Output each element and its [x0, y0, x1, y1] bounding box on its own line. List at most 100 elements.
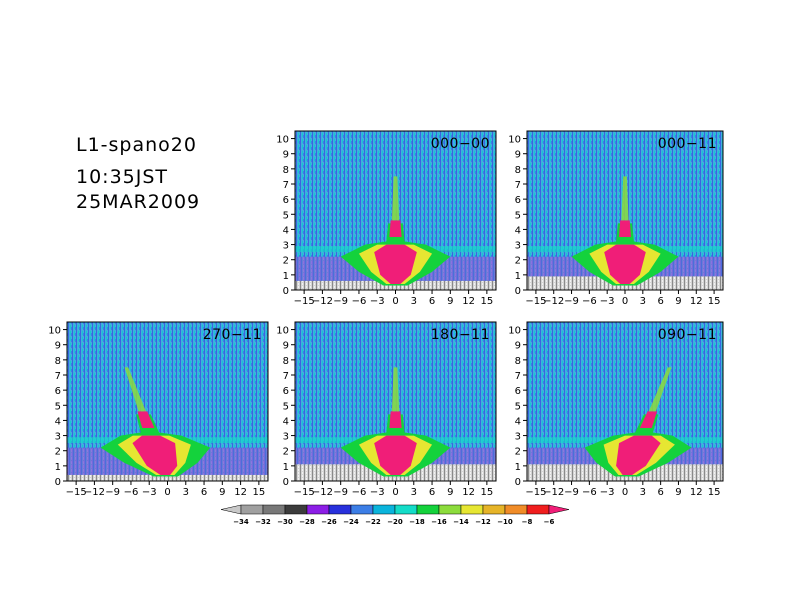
- y-tick-label: 6: [515, 386, 521, 397]
- plume-top: [391, 367, 400, 412]
- x-tick-label: −9: [105, 487, 120, 498]
- x-tick-label: 12: [462, 487, 475, 498]
- x-tick-label: 9: [675, 296, 681, 307]
- x-tick-label: 12: [690, 487, 703, 498]
- x-tick-label: −3: [370, 296, 385, 307]
- y-tick-label: 4: [283, 416, 289, 427]
- x-tick-label: −15: [525, 296, 546, 307]
- y-tick-label: 2: [55, 447, 61, 458]
- y-tick-label: 0: [55, 477, 61, 488]
- y-tick-label: 4: [515, 225, 521, 236]
- y-tick-label: 6: [283, 386, 289, 397]
- y-tick-label: 2: [283, 256, 289, 267]
- y-tick-label: 8: [283, 356, 289, 367]
- x-tick-label: 9: [675, 487, 681, 498]
- y-tick-label: 3: [283, 432, 289, 443]
- y-tick-label: 10: [276, 135, 289, 146]
- x-tick-label: −12: [543, 296, 564, 307]
- x-tick-label: −3: [142, 487, 157, 498]
- plume-core: [604, 244, 646, 284]
- y-tick-label: 6: [55, 386, 61, 397]
- y-tick-label: 0: [515, 477, 521, 488]
- x-tick-label: −6: [352, 487, 367, 498]
- x-tick-label: 0: [622, 296, 628, 307]
- colorbar-tick-label: −8: [522, 518, 533, 526]
- x-tick-label: 12: [234, 487, 247, 498]
- x-tick-label: 9: [447, 487, 453, 498]
- colorbar-tick-label: −26: [321, 518, 337, 526]
- y-tick-label: 10: [276, 326, 289, 337]
- y-tick-label: 8: [283, 165, 289, 176]
- y-tick-label: 9: [515, 150, 521, 161]
- x-tick-label: 12: [462, 296, 475, 307]
- x-tick-label: 0: [392, 296, 398, 307]
- y-tick-label: 10: [508, 135, 521, 146]
- y-tick-label: 7: [55, 371, 61, 382]
- x-tick-label: −9: [333, 296, 348, 307]
- plume-neck: [619, 220, 631, 237]
- x-tick-label: 6: [201, 487, 207, 498]
- colorbar-tick-label: −20: [387, 518, 403, 526]
- y-tick-label: 7: [283, 180, 289, 191]
- y-tick-label: 3: [283, 241, 289, 252]
- colorbar-swatch: [328, 504, 352, 515]
- colorbar-tick-label: −6: [544, 518, 555, 526]
- x-tick-label: 3: [640, 487, 646, 498]
- plume-neck: [389, 411, 402, 428]
- x-tick-label: 9: [219, 487, 225, 498]
- x-tick-label: −6: [582, 296, 597, 307]
- y-tick-label: 2: [515, 447, 521, 458]
- x-tick-label: −15: [294, 296, 315, 307]
- plume-core: [132, 435, 178, 475]
- colorbar-tick-label: −12: [475, 518, 491, 526]
- plume-core: [616, 435, 661, 475]
- x-tick-label: −12: [543, 487, 564, 498]
- x-tick-label: 0: [164, 487, 170, 498]
- colorbar-tick-label: −24: [343, 518, 359, 526]
- x-tick-label: −12: [312, 487, 333, 498]
- colorbar-tick-label: −16: [431, 518, 447, 526]
- colorbar-swatch: [482, 504, 506, 515]
- x-tick-label: −9: [333, 487, 348, 498]
- y-tick-label: 5: [283, 401, 289, 412]
- x-tick-label: −15: [294, 487, 315, 498]
- y-tick-label: 1: [283, 271, 289, 282]
- colorbar-max-arrow: [548, 504, 570, 515]
- colorbar-tick-label: −18: [409, 518, 425, 526]
- colorbar-swatch: [460, 504, 484, 515]
- y-tick-label: 8: [515, 356, 521, 367]
- y-tick-label: 4: [283, 225, 289, 236]
- colorbar-swatch: [284, 504, 308, 515]
- plume-top: [648, 367, 672, 412]
- x-tick-label: 3: [411, 296, 417, 307]
- x-tick-label: 15: [708, 487, 721, 498]
- colorbar-tick-label: −32: [255, 518, 271, 526]
- x-tick-label: −3: [600, 487, 615, 498]
- y-tick-label: 1: [283, 462, 289, 473]
- x-tick-label: −9: [564, 487, 579, 498]
- y-tick-label: 3: [515, 432, 521, 443]
- x-tick-label: −12: [84, 487, 105, 498]
- y-tick-label: 0: [515, 286, 521, 297]
- time-label: 10:35JST: [76, 166, 169, 188]
- colorbar-tick-label: −22: [365, 518, 381, 526]
- y-tick-label: 5: [515, 210, 521, 221]
- x-tick-label: 15: [480, 296, 493, 307]
- y-tick-label: 3: [515, 241, 521, 252]
- ground-layer: [67, 474, 268, 481]
- plume-neck: [639, 411, 658, 428]
- y-tick-label: 4: [55, 416, 61, 427]
- y-tick-label: 5: [283, 210, 289, 221]
- colorbar-tick-label: −30: [277, 518, 293, 526]
- plume-core: [374, 435, 417, 475]
- x-tick-label: 3: [183, 487, 189, 498]
- x-tick-label: −15: [525, 487, 546, 498]
- x-tick-label: −6: [582, 487, 597, 498]
- colorbar-swatch: [504, 504, 528, 515]
- y-tick-label: 10: [48, 326, 61, 337]
